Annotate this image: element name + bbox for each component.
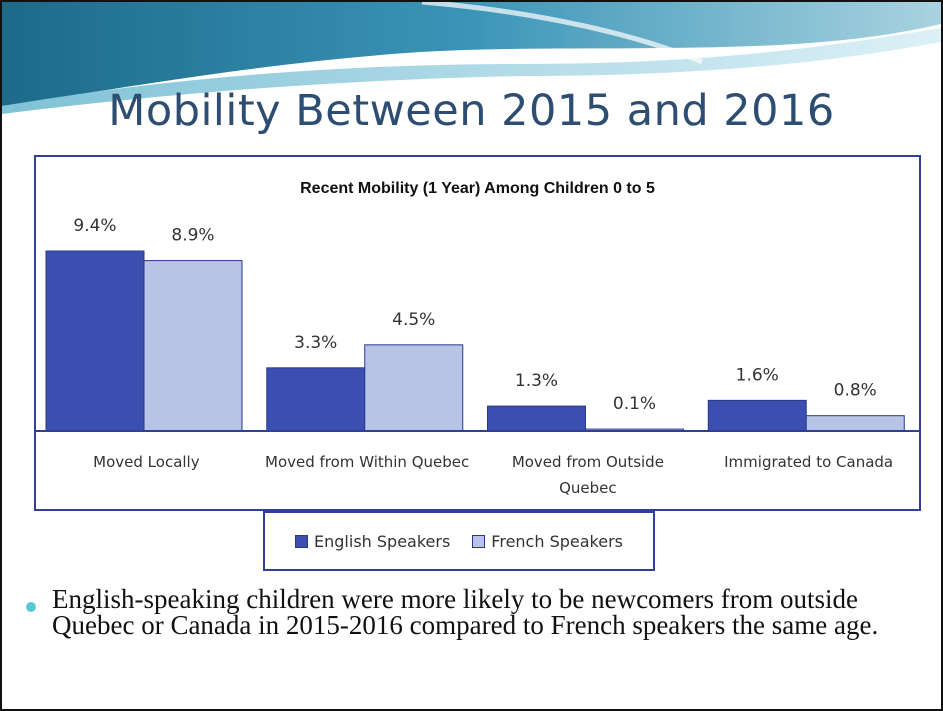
- chart-legend: English Speakers French Speakers: [263, 511, 655, 571]
- bar-chart: Recent Mobility (1 Year) Among Children …: [36, 180, 919, 497]
- data-label-french-0: 8.9%: [171, 226, 214, 246]
- data-label-english-1: 3.3%: [294, 333, 337, 353]
- legend-swatch-english: [295, 534, 309, 548]
- bar-french-1: [364, 344, 464, 432]
- category-label-0: Moved Locally: [93, 453, 200, 471]
- data-label-english-3: 1.6%: [736, 365, 779, 385]
- chart-title: Recent Mobility (1 Year) Among Children …: [300, 180, 655, 197]
- slide-title: Mobility Between 2015 and 2016: [108, 86, 835, 136]
- category-label-1: Moved from Within Quebec: [265, 453, 469, 471]
- data-label-english-0: 9.4%: [73, 216, 116, 236]
- bar-french-0: [143, 260, 243, 432]
- legend-label-french: French Speakers: [491, 531, 623, 551]
- bar-english-0: [45, 250, 145, 432]
- bar-english-1: [266, 367, 366, 432]
- category-label-2-line-1: Quebec: [559, 479, 617, 497]
- bullet-text: English-speaking children were more like…: [52, 584, 879, 640]
- bar-english-2: [487, 405, 586, 432]
- data-label-french-2: 0.1%: [613, 394, 656, 414]
- legend-label-english: English Speakers: [314, 531, 451, 551]
- legend-item-french: French Speakers: [472, 532, 623, 551]
- decorative-wave-banner: [2, 2, 941, 114]
- legend-item-english: English Speakers: [295, 532, 450, 551]
- bullet-list: English-speaking children were more like…: [26, 584, 906, 640]
- legend-swatch-french: [472, 534, 486, 548]
- data-label-french-3: 0.8%: [834, 381, 877, 401]
- chart-frame: Recent Mobility (1 Year) Among Children …: [34, 155, 921, 511]
- data-label-french-1: 4.5%: [392, 310, 435, 330]
- bullet-marker: [26, 602, 36, 612]
- category-label-2-line-0: Moved from Outside: [512, 453, 664, 471]
- data-label-english-2: 1.3%: [515, 371, 558, 391]
- bar-english-3: [707, 399, 807, 432]
- bar-french-3: [805, 415, 905, 432]
- category-label-3: Immigrated to Canada: [724, 453, 893, 471]
